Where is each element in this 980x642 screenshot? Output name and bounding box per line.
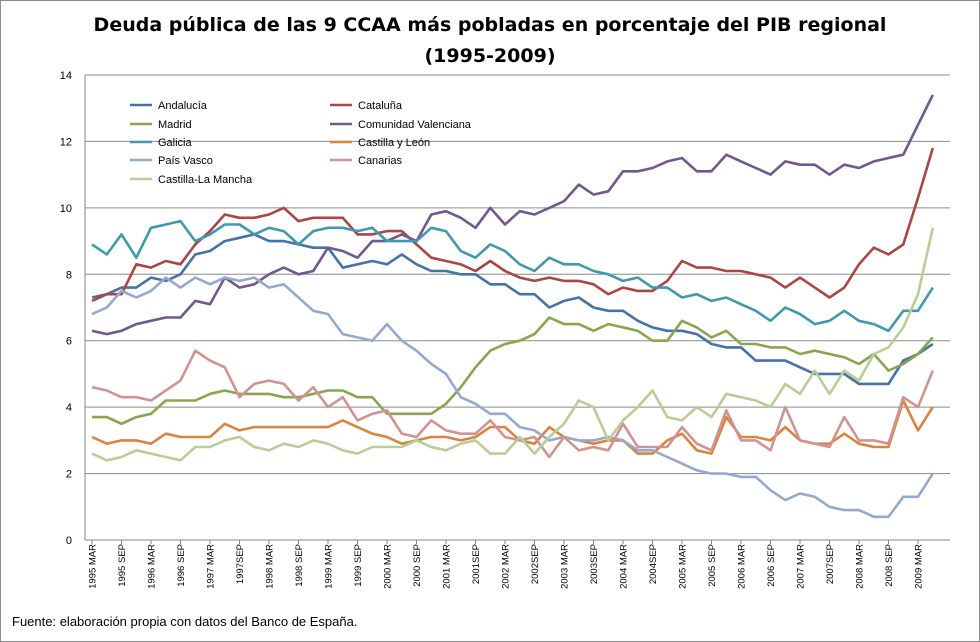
y-tick-label: 14 (60, 70, 72, 82)
series-line-madrid (92, 316, 934, 426)
x-tick-label: 2008 SEP (884, 544, 895, 587)
y-tick-label: 8 (66, 269, 72, 281)
chart-subtitle: (1995-2009) (424, 45, 556, 67)
y-tick-label: 2 (66, 469, 72, 481)
x-tick-label: 1997 MAR (206, 544, 217, 589)
x-tick-label: 2000 MAR (383, 544, 394, 589)
legend-label: Galicia (158, 137, 193, 149)
x-tick-label: 1997SEP (235, 544, 246, 584)
x-tick-label: 2000 SEP (412, 544, 423, 587)
x-tick-label: 2005 MAR (678, 544, 689, 589)
legend-label: Castilla y León (358, 137, 430, 149)
y-tick-label: 10 (60, 203, 72, 215)
x-tick-label: 2007SEP (825, 544, 836, 584)
x-tick-label: 1995 MAR (88, 544, 99, 589)
x-tick-label: 1996 SEP (176, 544, 187, 587)
legend-label: Canarias (358, 155, 403, 167)
x-tick-label: 1995 SEP (117, 544, 128, 587)
x-tick-label: 2007 MAR (796, 544, 807, 589)
x-tick-label: 1999 SEP (353, 544, 364, 587)
x-tick-label: 2004 MAR (619, 544, 630, 589)
series-line-andaluc-a (91, 233, 934, 386)
x-tick-label: 1996 MAR (147, 544, 158, 589)
series-line-castilla-la-mancha (91, 227, 935, 462)
legend-label: País Vasco (158, 155, 213, 167)
legend-label: Castilla-La Mancha (158, 174, 253, 186)
x-tick-label: 2002SEP (530, 544, 541, 584)
x-tick-label: 2001SEP (471, 544, 482, 584)
x-tick-label: 2003 MAR (560, 544, 571, 589)
x-tick-label: 1999 MAR (324, 544, 335, 589)
y-tick-label: 0 (66, 535, 72, 547)
chart-title: Deuda pública de las 9 CCAA más pobladas… (0, 10, 980, 72)
x-tick-label: 2001 MAR (442, 544, 453, 589)
x-tick-label: 1998 SEP (294, 544, 305, 587)
x-tick-label: 2004SEP (648, 544, 659, 584)
x-tick-label: 2003SEP (589, 544, 600, 584)
x-tick-label: 2008 MAR (855, 544, 866, 589)
x-tick-label: 2006 SEP (766, 544, 777, 587)
series-line-galicia (91, 219, 934, 333)
y-tick-label: 6 (66, 336, 72, 348)
series-line-pa-s-vasco (91, 276, 934, 519)
y-tick-label: 12 (60, 136, 72, 148)
series-line-canarias (91, 349, 935, 459)
series-line-catalu-a (91, 147, 935, 303)
series-line-comunidad-valenciana (91, 94, 934, 336)
source-note: Fuente: elaboración propia con datos del… (12, 614, 358, 629)
legend-label: Cataluña (358, 100, 403, 112)
x-tick-label: 2009 MAR (914, 544, 925, 589)
legend-label: Andalucía (158, 100, 208, 112)
x-tick-label: 2005 SEP (707, 544, 718, 587)
series-line-castilla-y-le-n (91, 399, 934, 455)
x-tick-label: 2002 MAR (501, 544, 512, 589)
legend-label: Comunidad Valenciana (358, 119, 472, 131)
chart-title-line: Deuda pública de las 9 CCAA más pobladas… (93, 14, 887, 36)
x-tick-label: 2006 MAR (737, 544, 748, 589)
legend-label: Madrid (158, 119, 192, 131)
y-tick-label: 4 (66, 402, 72, 414)
x-tick-label: 1998 MAR (265, 544, 276, 589)
